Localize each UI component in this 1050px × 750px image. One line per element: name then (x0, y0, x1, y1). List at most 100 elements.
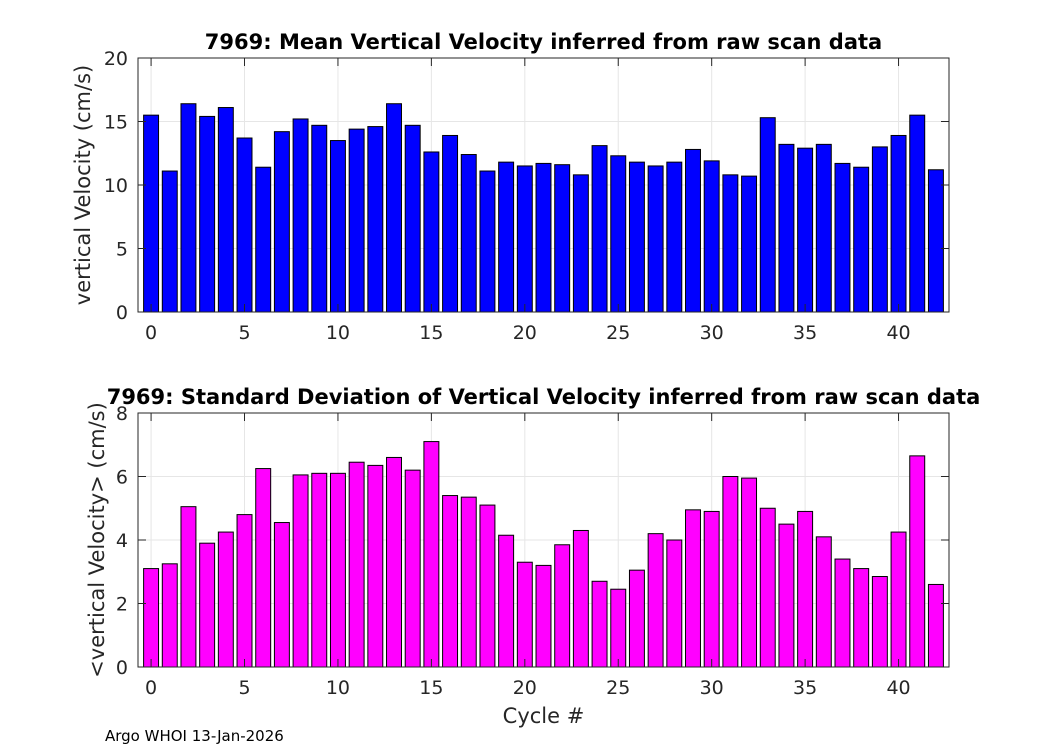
stddev-bar (853, 568, 870, 668)
mean-bar (236, 137, 253, 313)
stddev-bar (423, 441, 440, 668)
mean-bar (778, 143, 795, 313)
stddev-bar (685, 509, 701, 668)
mean-xtick-label: 15 (419, 322, 443, 344)
mean-bar (460, 154, 477, 313)
mean-ytick-label: 15 (104, 112, 128, 134)
stddev-xtick-label: 35 (793, 677, 817, 699)
stddev-bar (890, 531, 907, 668)
stddev-bar (460, 496, 477, 668)
mean-xtick-label: 10 (326, 322, 350, 344)
mean-bar (161, 170, 178, 313)
stddev-ytick-label: 8 (116, 403, 128, 425)
stddev-bar (778, 523, 795, 668)
mean-bar (815, 143, 832, 313)
stddev-bar (442, 495, 459, 668)
stddev-bar (591, 580, 608, 668)
stddev-bar (498, 534, 515, 668)
mean-xtick-label: 20 (513, 322, 537, 344)
stddev-bar (628, 569, 645, 668)
stddev-ytick-label: 6 (116, 467, 128, 489)
mean-bar (442, 134, 459, 313)
mean-bar (927, 169, 944, 313)
stddev-xtick-label: 20 (513, 677, 537, 699)
mean-bar (329, 140, 346, 313)
mean-bar (292, 118, 309, 313)
stddev-bar (329, 472, 346, 668)
mean-bar (572, 174, 589, 313)
mean-bar (367, 126, 384, 313)
stddev-bar (386, 456, 402, 668)
stddev-bar (161, 563, 178, 668)
stddev-bar (535, 564, 552, 668)
stddev-bar (759, 507, 776, 668)
stddev-xtick-label: 15 (419, 677, 443, 699)
mean-bar (535, 162, 552, 313)
stddev-xtick-label: 30 (700, 677, 724, 699)
stddev-bar (927, 583, 944, 668)
mean-ytick-label: 5 (116, 239, 128, 261)
stddev-velocity-title: 7969: Standard Deviation of Vertical Vel… (107, 385, 981, 409)
stddev-velocity-ylabel: <vertical Velocity> (cm/s) (85, 402, 109, 678)
stddev-bar (834, 558, 851, 668)
mean-bar (386, 103, 402, 313)
stddev-xtick-label: 0 (145, 677, 157, 699)
mean-bar (741, 175, 758, 313)
stddev-bar (909, 455, 926, 668)
mean-bar (703, 160, 720, 313)
mean-bar (217, 107, 234, 313)
stddev-bar (516, 561, 533, 668)
mean-bar (909, 114, 926, 313)
stddev-bar (722, 476, 739, 668)
stddev-bar (871, 576, 888, 668)
stddev-xtick-label: 25 (606, 677, 630, 699)
mean-bar (610, 155, 627, 313)
stddev-velocity-ticks: 0 5 10 15 20 25 30 35 40 0 2 4 6 8 (116, 403, 949, 699)
mean-bar (797, 147, 814, 313)
stddev-ytick-label: 4 (116, 530, 128, 552)
mean-bar (871, 146, 888, 313)
stddev-velocity-chart: 0 5 10 15 20 25 30 35 40 0 2 4 6 8 7969: Standard Dev… (85, 385, 980, 728)
mean-bar (199, 115, 216, 313)
stddev-bar (255, 468, 272, 668)
stddev-bar (236, 514, 253, 668)
mean-bar (404, 124, 421, 313)
stddev-ytick-label: 0 (116, 657, 128, 679)
stddev-bar (199, 542, 216, 668)
mean-bar (311, 124, 328, 313)
stddev-bar (143, 568, 160, 668)
stddev-bar (647, 533, 664, 668)
stddev-bar (815, 536, 832, 668)
stddev-bar (348, 461, 365, 668)
mean-bar (759, 117, 776, 313)
mean-bar (423, 151, 440, 313)
mean-bar (853, 166, 870, 313)
mean-velocity-title: 7969: Mean Vertical Velocity inferred fr… (205, 30, 882, 54)
mean-ytick-label: 0 (116, 302, 128, 324)
mean-bar (685, 148, 701, 313)
stddev-bar (217, 531, 234, 668)
mean-velocity-chart: 0 5 10 15 20 25 30 35 40 0 5 10 15 20 7969: Mean Vert… (71, 30, 950, 344)
stddev-bar (479, 504, 496, 668)
mean-bar (666, 161, 683, 313)
mean-xtick-label: 25 (606, 322, 630, 344)
stddev-ytick-label: 2 (116, 594, 128, 616)
stddev-bar (703, 510, 720, 668)
stddev-bar (180, 506, 197, 668)
stddev-bar (610, 588, 627, 668)
mean-xtick-label: 5 (238, 322, 250, 344)
mean-velocity-ticks: 0 5 10 15 20 25 30 35 40 0 5 10 15 20 (104, 48, 949, 344)
footer-credit: Argo WHOI 13-Jan-2026 (105, 727, 284, 745)
stddev-bar (367, 464, 384, 668)
mean-ytick-label: 20 (104, 48, 128, 70)
mean-bar (479, 170, 496, 313)
mean-bar (498, 161, 515, 313)
stddev-xtick-label: 40 (886, 677, 910, 699)
mean-bar (591, 145, 608, 313)
mean-bar (834, 162, 851, 313)
stddev-bar (273, 522, 290, 668)
mean-bar (628, 161, 645, 313)
stddev-xtick-label: 5 (238, 677, 250, 699)
mean-xtick-label: 35 (793, 322, 817, 344)
